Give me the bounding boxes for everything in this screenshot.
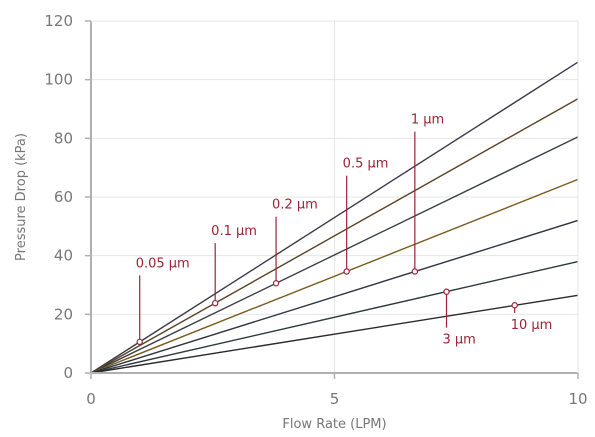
annotation-label-2: 0.2 µm xyxy=(272,198,318,213)
y-tick-label-3: 60 xyxy=(54,188,73,206)
y-tick-label-5: 100 xyxy=(44,71,73,89)
annotation-label-4: 1 µm xyxy=(411,113,444,128)
series-marker-4 xyxy=(411,268,419,275)
y-tick-label-0: 0 xyxy=(63,364,73,382)
x-tick-label-2: 10 xyxy=(568,390,587,408)
series-marker-5 xyxy=(443,288,450,295)
series-lines xyxy=(90,61,579,374)
series-line-1 xyxy=(90,98,579,374)
annotation-label-6: 10 µm xyxy=(511,318,553,333)
y-tick-label-6: 120 xyxy=(44,12,73,30)
annotation-label-3: 0.5 µm xyxy=(343,157,389,172)
annotation-label-0: 0.05 µm xyxy=(136,256,190,271)
series-marker-6 xyxy=(511,302,518,309)
series-line-3 xyxy=(90,178,579,374)
series-marker-2 xyxy=(272,280,280,287)
grid-lines xyxy=(91,20,578,373)
series-marker-0 xyxy=(136,338,143,346)
y-tick-label-4: 80 xyxy=(54,129,73,147)
y-axis-title: Pressure Drop (kPa) xyxy=(14,133,29,261)
series-marker-1 xyxy=(211,299,219,307)
y-tick-label-1: 20 xyxy=(54,305,73,323)
x-tick-label-0: 0 xyxy=(86,390,96,408)
series-line-5 xyxy=(90,260,579,374)
series-marker-3 xyxy=(343,268,350,275)
annotations: 0.05 µm 0.1 µm 0.2 µm 0.5 µm 1 µm 3 µm 10 µm xyxy=(136,113,553,348)
series-line-2 xyxy=(90,136,579,374)
series-line-4 xyxy=(90,219,579,374)
y-tick-label-2: 40 xyxy=(54,247,73,265)
annotation-label-5: 3 µm xyxy=(443,333,476,348)
x-axis-title: Flow Rate (LPM) xyxy=(282,417,386,432)
tick-labels: 0 20 40 60 80 100 120 0 5 10 xyxy=(44,12,587,408)
x-tick-label-1: 5 xyxy=(330,390,340,408)
axes xyxy=(85,20,579,379)
series-line-6 xyxy=(90,294,579,374)
series-line-0 xyxy=(90,61,579,374)
annotation-label-1: 0.1 µm xyxy=(211,224,257,239)
